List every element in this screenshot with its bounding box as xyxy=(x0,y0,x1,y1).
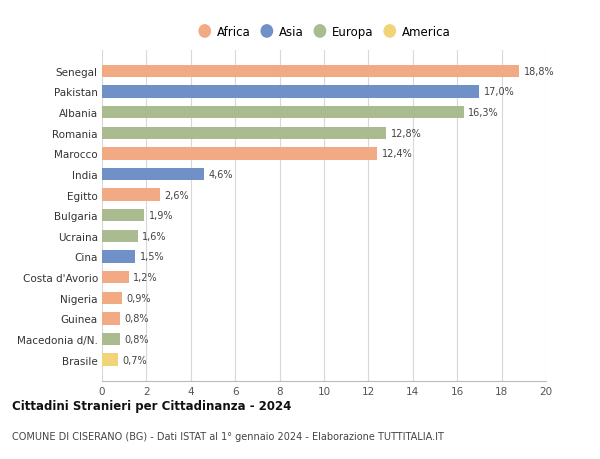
Bar xyxy=(102,168,204,181)
Bar xyxy=(102,230,137,242)
Bar xyxy=(102,86,479,98)
Text: COMUNE DI CISERANO (BG) - Dati ISTAT al 1° gennaio 2024 - Elaborazione TUTTITALI: COMUNE DI CISERANO (BG) - Dati ISTAT al … xyxy=(12,431,444,442)
Text: Cittadini Stranieri per Cittadinanza - 2024: Cittadini Stranieri per Cittadinanza - 2… xyxy=(12,399,292,412)
Bar xyxy=(102,333,120,345)
Text: 0,8%: 0,8% xyxy=(124,334,149,344)
Bar xyxy=(102,353,118,366)
Text: 1,5%: 1,5% xyxy=(140,252,164,262)
Text: 0,8%: 0,8% xyxy=(124,313,149,324)
Bar xyxy=(102,313,120,325)
Bar xyxy=(102,271,128,284)
Bar xyxy=(102,66,520,78)
Bar xyxy=(102,292,122,304)
Text: 4,6%: 4,6% xyxy=(209,169,233,179)
Bar xyxy=(102,189,160,202)
Bar xyxy=(102,127,386,140)
Text: 12,8%: 12,8% xyxy=(391,129,421,139)
Text: 1,2%: 1,2% xyxy=(133,273,158,282)
Text: 0,9%: 0,9% xyxy=(127,293,151,303)
Bar xyxy=(102,251,136,263)
Text: 2,6%: 2,6% xyxy=(164,190,189,200)
Text: 12,4%: 12,4% xyxy=(382,149,412,159)
Text: 17,0%: 17,0% xyxy=(484,87,515,97)
Text: 1,6%: 1,6% xyxy=(142,231,166,241)
Bar xyxy=(102,210,144,222)
Text: 16,3%: 16,3% xyxy=(469,108,499,118)
Text: 0,7%: 0,7% xyxy=(122,355,146,365)
Legend: Africa, Asia, Europa, America: Africa, Asia, Europa, America xyxy=(196,23,452,41)
Text: 1,9%: 1,9% xyxy=(149,211,173,221)
Bar xyxy=(102,106,464,119)
Bar xyxy=(102,148,377,160)
Text: 18,8%: 18,8% xyxy=(524,67,554,77)
